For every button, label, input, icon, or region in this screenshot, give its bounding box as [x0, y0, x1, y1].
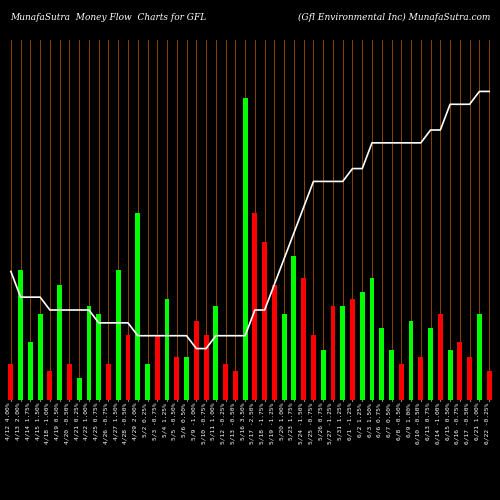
Bar [340, 306, 345, 400]
Bar [408, 321, 414, 400]
Bar [292, 256, 296, 400]
Bar [184, 357, 189, 400]
Bar [96, 314, 101, 400]
Bar [370, 278, 374, 400]
Bar [301, 278, 306, 400]
Bar [458, 342, 462, 400]
Bar [272, 285, 277, 400]
Bar [174, 357, 179, 400]
Bar [223, 364, 228, 400]
Bar [350, 299, 355, 400]
Bar [233, 371, 238, 400]
Bar [467, 357, 472, 400]
Bar [380, 328, 384, 400]
Bar [86, 306, 92, 400]
Bar [242, 98, 248, 400]
Bar [389, 350, 394, 400]
Bar [486, 371, 492, 400]
Bar [145, 364, 150, 400]
Bar [8, 364, 14, 400]
Bar [116, 270, 120, 400]
Bar [252, 213, 258, 400]
Bar [155, 335, 160, 400]
Bar [136, 213, 140, 400]
Bar [282, 314, 286, 400]
Text: MunafaSutra  Money Flow  Charts for GFL: MunafaSutra Money Flow Charts for GFL [10, 12, 206, 22]
Bar [438, 314, 443, 400]
Bar [311, 335, 316, 400]
Bar [18, 270, 23, 400]
Bar [126, 335, 130, 400]
Bar [57, 285, 62, 400]
Bar [48, 371, 52, 400]
Bar [448, 350, 452, 400]
Bar [28, 342, 33, 400]
Bar [477, 314, 482, 400]
Bar [214, 306, 218, 400]
Bar [194, 321, 199, 400]
Bar [399, 364, 404, 400]
Bar [321, 350, 326, 400]
Bar [67, 364, 72, 400]
Bar [76, 378, 82, 400]
Bar [38, 314, 43, 400]
Bar [418, 357, 424, 400]
Bar [106, 364, 111, 400]
Bar [360, 292, 364, 400]
Bar [204, 335, 208, 400]
Text: (Gfl Environmental Inc) MunafaSutra.com: (Gfl Environmental Inc) MunafaSutra.com [298, 12, 490, 22]
Bar [428, 328, 433, 400]
Bar [330, 306, 336, 400]
Bar [164, 299, 170, 400]
Bar [262, 242, 267, 400]
